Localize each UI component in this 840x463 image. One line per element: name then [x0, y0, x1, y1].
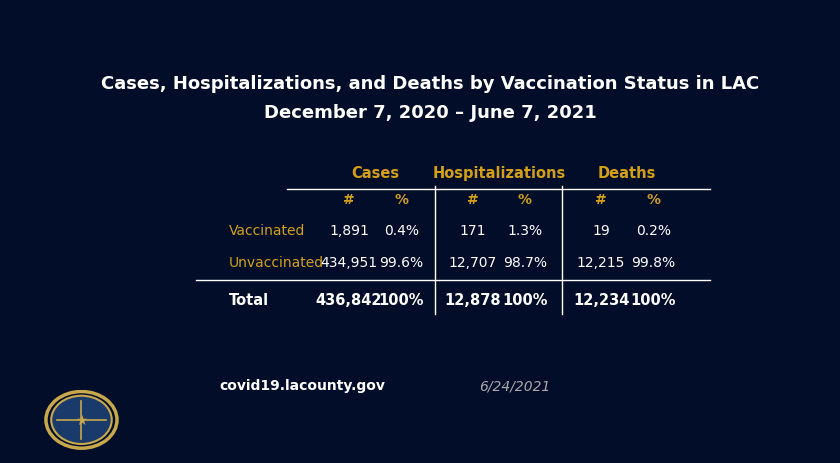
Text: December 7, 2020 – June 7, 2021: December 7, 2020 – June 7, 2021: [264, 104, 597, 122]
Text: 0.2%: 0.2%: [636, 223, 670, 237]
Circle shape: [51, 396, 112, 444]
Text: Unvaccinated: Unvaccinated: [228, 256, 323, 269]
Text: 12,215: 12,215: [577, 256, 625, 269]
Text: Vaccinated: Vaccinated: [228, 223, 305, 237]
Text: Hospitalizations: Hospitalizations: [433, 166, 565, 181]
Text: 12,707: 12,707: [449, 256, 497, 269]
Text: 12,878: 12,878: [444, 292, 501, 307]
Text: #: #: [596, 193, 607, 207]
Text: 436,842: 436,842: [316, 292, 382, 307]
Text: 171: 171: [459, 223, 486, 237]
Text: 0.4%: 0.4%: [384, 223, 418, 237]
Text: 99.8%: 99.8%: [631, 256, 675, 269]
Text: %: %: [394, 193, 408, 207]
Text: 1.3%: 1.3%: [507, 223, 543, 237]
Text: Cases: Cases: [351, 166, 399, 181]
Text: #: #: [467, 193, 479, 207]
Text: 100%: 100%: [379, 292, 424, 307]
Text: Deaths: Deaths: [598, 166, 656, 181]
Text: %: %: [518, 193, 532, 207]
Text: ★: ★: [76, 413, 87, 427]
Text: 19: 19: [592, 223, 610, 237]
Text: 434,951: 434,951: [321, 256, 378, 269]
Text: 99.6%: 99.6%: [379, 256, 423, 269]
Text: 12,234: 12,234: [573, 292, 629, 307]
Text: 100%: 100%: [630, 292, 676, 307]
Text: #: #: [344, 193, 355, 207]
Text: 98.7%: 98.7%: [503, 256, 547, 269]
Text: %: %: [646, 193, 660, 207]
Text: covid19.lacounty.gov: covid19.lacounty.gov: [219, 378, 385, 392]
Text: 100%: 100%: [502, 292, 548, 307]
Text: Cases, Hospitalizations, and Deaths by Vaccination Status in LAC: Cases, Hospitalizations, and Deaths by V…: [102, 75, 759, 93]
Text: 6/24/2021: 6/24/2021: [480, 378, 551, 392]
Text: 1,891: 1,891: [329, 223, 369, 237]
Text: Total: Total: [228, 292, 269, 307]
